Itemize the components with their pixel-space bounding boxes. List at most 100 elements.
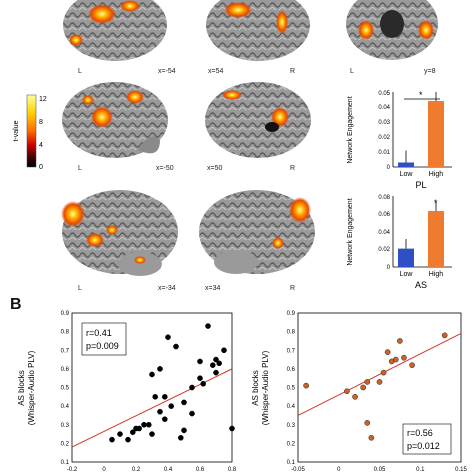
xtick-label: 0.6 [196, 467, 205, 473]
bar-low [398, 248, 414, 267]
bar1-cat-high: High [429, 171, 444, 178]
bar-high [428, 101, 444, 167]
ytick-label: 0.4 [287, 404, 296, 410]
bar2-ytick-4: 0.08 [378, 195, 390, 201]
colorbar-tick-12: 12 [39, 96, 47, 103]
bar2-ytick-3: 0.06 [378, 212, 390, 218]
scatter-plot-1: r=0.41 p=0.009 AS blocks (Whisper-Audio … [17, 311, 237, 473]
xtick-label: 0.2 [132, 467, 141, 473]
bar1-group-label: PL [415, 180, 426, 190]
ytick-label: 0.8 [287, 330, 296, 336]
bar-high [428, 211, 444, 267]
fit-line [71, 368, 233, 448]
xtick-label: 0 [102, 467, 106, 473]
scatter2-ylabel-2: (Whisper-Audio PLV) [261, 350, 270, 425]
bar1-ytick-2: 0.02 [378, 135, 390, 141]
data-point [229, 425, 235, 432]
xtick-label: 0.15 [455, 467, 467, 473]
ytick-label: 0.7 [61, 348, 70, 354]
data-point [364, 420, 371, 426]
data-point [136, 425, 142, 432]
data-point [129, 429, 136, 436]
scatter1-stat-p: p=0.009 [86, 341, 119, 351]
brain-label-x-54: x=-54 [158, 68, 176, 75]
data-point [177, 434, 184, 441]
colorbar: 12 8 4 0 t-value [13, 94, 47, 171]
data-point [401, 354, 407, 361]
bar2-cat-low: Low [400, 271, 414, 278]
colorbar-tick-0: 0 [39, 164, 43, 171]
colorbar-tick-8: 8 [39, 119, 43, 126]
scatter-plot-2: r=0.56 p=0.012 AS blocks (Whisper-Audio … [251, 311, 467, 473]
ytick-label: 0.1 [61, 460, 70, 466]
data-point [157, 408, 163, 415]
colorbar-label: t-value [13, 120, 20, 141]
brain-label-y8: y=8 [424, 68, 436, 75]
brain-right-x54 [206, 0, 310, 61]
ytick-label: 0.7 [287, 348, 296, 354]
bar1-ytick-0: 0 [387, 165, 391, 171]
bar2-cat-high: High [429, 271, 444, 278]
data-point [168, 403, 174, 409]
data-point [117, 431, 123, 437]
brain-label-L-row3: L [78, 285, 82, 292]
xtick-label: -0.05 [291, 467, 305, 473]
bar1-ytick-3: 0.03 [378, 120, 390, 126]
xtick-label: 0.8 [228, 467, 237, 473]
data-point [157, 366, 163, 372]
ytick-label: 0.3 [61, 423, 70, 429]
xtick-label: 0.4 [164, 467, 173, 473]
xtick-label: 0 [337, 467, 341, 473]
data-point [397, 338, 403, 344]
data-point [145, 421, 152, 428]
data-point [376, 379, 383, 385]
data-point [360, 384, 367, 391]
brain-label-x-34: x=-34 [158, 285, 176, 292]
data-point [352, 394, 358, 400]
bar1-ytick-1: 0.01 [378, 150, 390, 156]
ytick-label: 0.6 [287, 367, 296, 373]
data-point [380, 369, 387, 376]
xtick-label: 0.1 [416, 467, 425, 473]
ytick-label: 0.9 [61, 311, 70, 317]
data-point [189, 410, 195, 417]
data-point [152, 394, 158, 400]
data-point [125, 436, 131, 443]
bar2-ylabel: Network Engagement [347, 198, 354, 265]
bar2-ytick-2: 0.04 [378, 230, 390, 236]
ytick-label: 0.2 [61, 441, 70, 447]
bar2-ytick-0: 0 [387, 265, 391, 271]
bar2-ytick-1: 0.02 [378, 247, 390, 253]
bar-low [398, 162, 414, 167]
data-point [109, 436, 115, 443]
scatter2-stat-r: r=0.56 [407, 428, 433, 438]
scatter1-stat-r: r=0.41 [86, 328, 112, 338]
data-point [216, 360, 222, 367]
data-point [409, 362, 415, 368]
bar1-cat-low: Low [400, 171, 414, 178]
data-point [221, 347, 227, 354]
ytick-label: 0.1 [287, 460, 296, 466]
data-point [205, 323, 211, 329]
panel-letter-b: B [10, 296, 22, 313]
data-point [209, 362, 216, 368]
ytick-label: 0.6 [61, 367, 70, 373]
brain-right-x34 [199, 190, 315, 274]
data-point [364, 379, 371, 385]
brain-label-x54: x=54 [208, 68, 224, 75]
data-point [149, 431, 155, 437]
bar2-group-label: AS [415, 280, 427, 290]
ytick-label: 0.5 [61, 386, 70, 392]
brain-label-R-row3: R [290, 285, 296, 292]
data-point [141, 421, 147, 428]
brain-left-x-54 [63, 0, 167, 61]
bar1-ytick-5: 0.05 [378, 91, 390, 97]
data-point [161, 394, 168, 400]
ytick-label: 0.8 [61, 330, 70, 336]
brain-label-x34: x=34 [205, 285, 221, 292]
colorbar-tick-4: 4 [39, 142, 43, 149]
ytick-label: 0.9 [287, 311, 296, 317]
data-point [173, 343, 179, 350]
data-point [441, 332, 448, 339]
